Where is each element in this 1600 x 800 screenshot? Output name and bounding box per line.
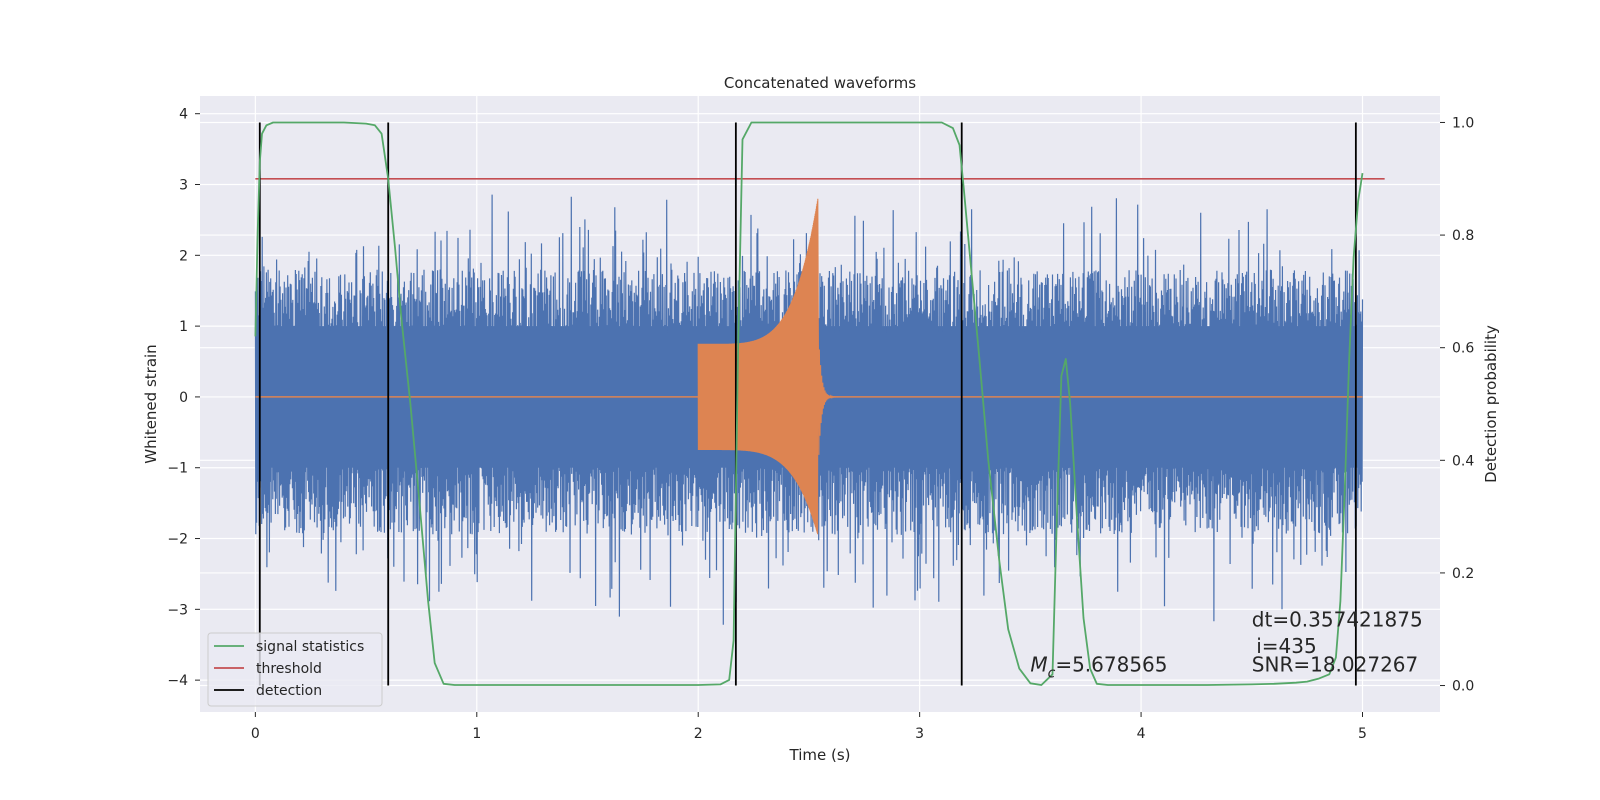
y2-tick-label: 0.2	[1452, 566, 1474, 582]
annotation-text: i=435	[1256, 634, 1317, 658]
annotation-text: Mc=5.678565	[1030, 652, 1167, 681]
y-tick-label: −1	[167, 461, 188, 477]
legend-label-signal-statistics: signal statistics	[256, 639, 364, 655]
annotation-text: SNR=18.027267	[1252, 652, 1418, 676]
annotation-subscript: c	[1048, 665, 1056, 681]
annotation-prefix: M	[1030, 652, 1047, 676]
y-tick-label: 4	[179, 107, 188, 123]
x-axis-label: Time (s)	[789, 746, 851, 764]
legend: signal statistics threshold detection	[207, 632, 383, 707]
legend-label-detection: detection	[256, 683, 322, 699]
x-tick-label: 5	[1358, 726, 1367, 742]
annotation-value: =5.678565	[1055, 652, 1167, 676]
y-tick-label: 1	[179, 319, 188, 335]
chirp-series-line	[697, 198, 840, 535]
y-tick-label: −3	[167, 602, 188, 618]
y2-tick-label: 0.0	[1452, 679, 1474, 695]
y2-axis-label: Detection probability	[1482, 325, 1500, 483]
x-tick-label: 2	[694, 726, 703, 742]
y-tick-label: −2	[167, 532, 188, 548]
y-tick-label: 0	[179, 390, 188, 406]
y-tick-label: 2	[179, 248, 188, 264]
axes: 0 1 2 3 4 5 4 3 2 1 0 −1 −2 −3 −4 1.0 0.8 0.6 0.4 0.2 0.0	[167, 107, 1474, 742]
y2-tick-label: 0.6	[1452, 341, 1474, 357]
y2-tick-label: 0.4	[1452, 453, 1474, 469]
x-tick-label: 1	[472, 726, 481, 742]
y-axis-label: Whitened strain	[142, 344, 160, 463]
legend-frame	[207, 632, 383, 707]
y-tick-label: 3	[179, 178, 188, 194]
x-tick-label: 0	[251, 726, 260, 742]
plot-area	[254, 121, 1385, 686]
y2-tick-label: 1.0	[1452, 115, 1474, 131]
chart-title: Concatenated waveforms	[724, 74, 916, 92]
annotations: Mc=5.678565 dt=0.357421875 i=435SNR=18.027…	[1030, 607, 1422, 681]
signal-statistics-line	[254, 121, 1364, 686]
annotation-text: dt=0.357421875	[1252, 607, 1423, 631]
legend-label-threshold: threshold	[256, 661, 322, 677]
y2-tick-label: 0.8	[1452, 228, 1474, 244]
x-tick-label: 3	[915, 726, 924, 742]
x-tick-label: 4	[1137, 726, 1146, 742]
y-tick-label: −4	[167, 673, 188, 689]
